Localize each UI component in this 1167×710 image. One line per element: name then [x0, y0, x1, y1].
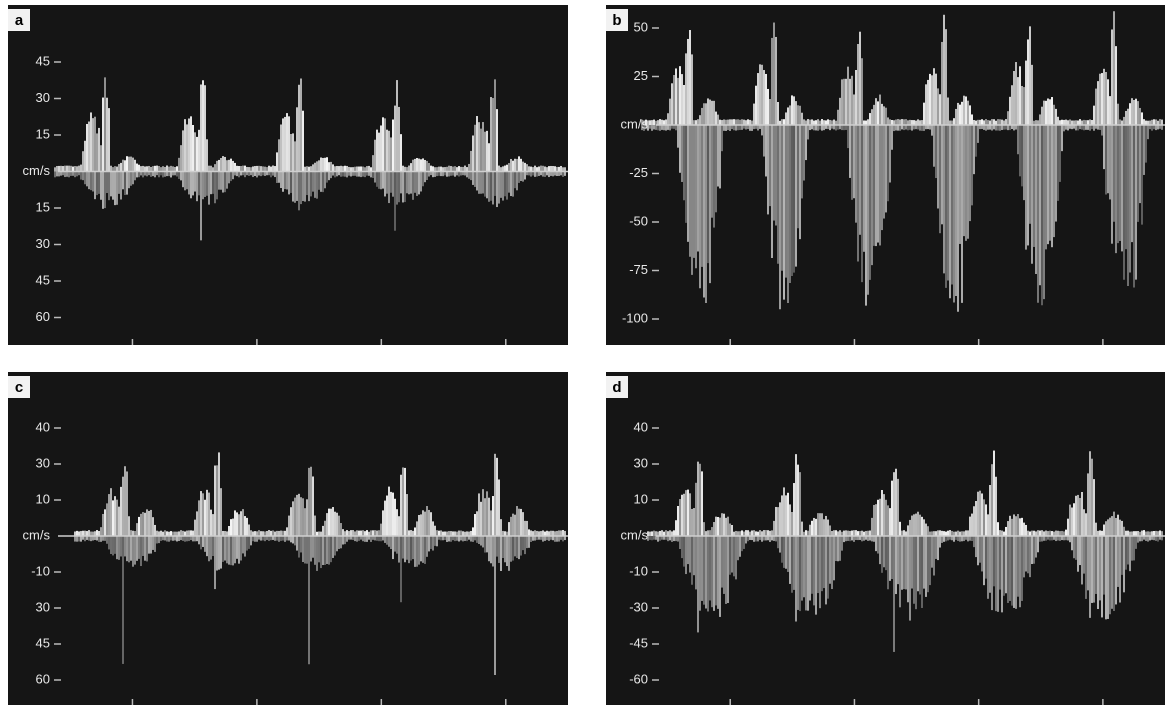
- axis-label: 40: [36, 419, 50, 434]
- axis-label: -45: [629, 635, 648, 650]
- axis-label: cm/s: [621, 116, 649, 131]
- panel: 40 30 10 cm/s -10 30 45 60 c: [8, 372, 568, 705]
- panel-letter: b: [612, 12, 621, 29]
- panel-letter-box: [8, 376, 30, 398]
- axis-label: 15: [36, 126, 50, 141]
- axis-label: 45: [36, 53, 50, 68]
- axis-label: 45: [36, 635, 50, 650]
- panel-letter: c: [15, 379, 23, 396]
- panel: 40 30 10 cm/s -10 -30 -45 -60 d: [606, 372, 1165, 705]
- axis-label: -100: [622, 310, 648, 325]
- axis-label: 30: [36, 236, 50, 251]
- axis-label: 30: [36, 455, 50, 470]
- axis-label: -10: [629, 563, 648, 578]
- panel-letter: d: [612, 379, 621, 396]
- axis-label: 10: [634, 491, 648, 506]
- axis-label: 10: [36, 491, 50, 506]
- axis-label: 25: [634, 68, 648, 83]
- axis-label: -50: [629, 213, 648, 228]
- axis-label: 40: [634, 419, 648, 434]
- axis-label: cm/s: [23, 527, 51, 542]
- axis-label: -25: [629, 165, 648, 180]
- axis-label: 50: [634, 19, 648, 34]
- axis-label: 45: [36, 272, 50, 287]
- axis-label: cm/s: [621, 527, 649, 542]
- axis-label: -30: [629, 599, 648, 614]
- panel: 50 25 cm/s -25 -50 -75 -100 b: [606, 5, 1165, 345]
- axis-label: 30: [634, 455, 648, 470]
- axis-label: cm/s: [23, 163, 51, 178]
- axis-label: -10: [31, 563, 50, 578]
- panel: 45 30 15 cm/s 15 30 45 60 a: [8, 5, 568, 345]
- panel-letter-box: [606, 376, 628, 398]
- axis-label: 15: [36, 199, 50, 214]
- axis-label: 60: [36, 671, 50, 686]
- panel-letter-box: [8, 9, 30, 31]
- axis-label: 30: [36, 90, 50, 105]
- axis-label: -75: [629, 262, 648, 277]
- axis-label: 30: [36, 599, 50, 614]
- axis-label: 60: [36, 309, 50, 324]
- axis-label: -60: [629, 671, 648, 686]
- panel-letter: a: [15, 12, 24, 29]
- panel-letter-box: [606, 9, 628, 31]
